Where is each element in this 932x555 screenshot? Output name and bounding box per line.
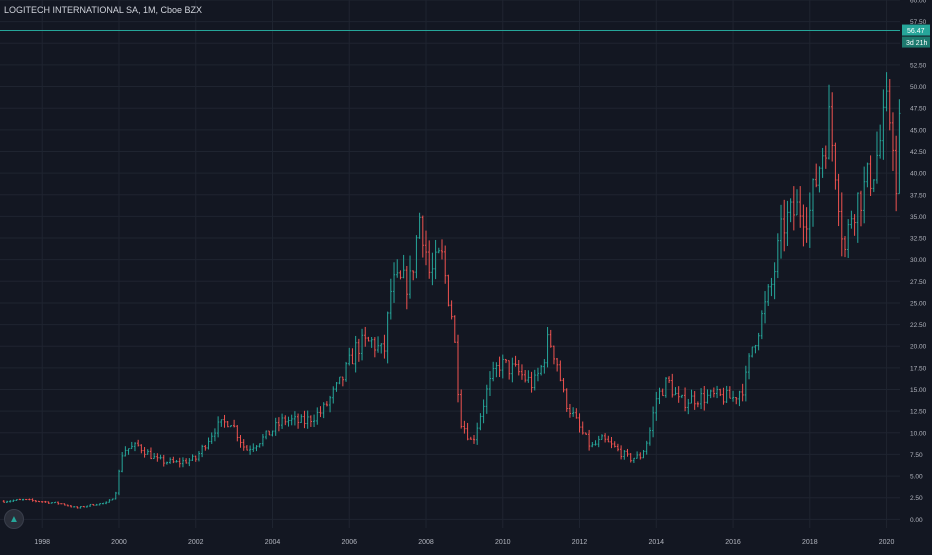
ohlc-bars [2,72,901,509]
y-tick-label: 10.00 [910,430,927,437]
x-tick-label: 2016 [725,539,741,546]
grid [0,0,900,528]
x-tick-label: 1998 [34,539,50,546]
y-tick-label: 25.00 [910,300,927,307]
y-tick-label: 60.00 [910,0,927,5]
y-tick-label: 52.50 [910,62,927,69]
y-tick-label: 45.00 [910,127,927,134]
y-tick-label: 40.00 [910,171,927,178]
x-tick-label: 2020 [879,539,895,546]
x-axis[interactable]: 1998 2000 2002 2004 2006 2008 2010 2012 2014 2016… [34,539,894,546]
y-tick-label: 12.50 [910,409,927,416]
y-tick-label: 30.00 [910,257,927,264]
y-tick-label: 57.50 [910,19,927,26]
countdown-label: 3d 21h [906,40,928,47]
x-tick-label: 2002 [188,539,204,546]
y-tick-label: 2.50 [910,495,923,502]
y-tick-label: 42.50 [910,149,927,156]
x-tick-label: 2004 [265,539,281,546]
price-tag-value: 56.47 [907,28,925,35]
x-tick-label: 2012 [572,539,588,546]
y-tick-label: 0.00 [910,517,923,524]
chart-title: LOGITECH INTERNATIONAL SA, 1M, Cboe BZX [4,5,203,15]
x-tick-label: 2014 [649,539,665,546]
countdown-box [902,36,930,48]
x-tick-label: 2008 [418,539,434,546]
y-tick-label: 17.50 [910,365,927,372]
price-tag: 56.47 3d 21h [902,24,930,48]
x-tick-label: 2000 [111,539,127,546]
y-tick-label: 32.50 [910,236,927,243]
x-tick-label: 2006 [341,539,357,546]
y-tick-label: 7.50 [910,452,923,459]
y-tick-label: 5.00 [910,474,923,481]
y-axis[interactable]: 0.00 2.50 5.00 7.50 10.00 12.50 15.00 17.50 20.0… [910,0,927,524]
y-tick-label: 15.00 [910,387,927,394]
x-tick-label: 2010 [495,539,511,546]
x-tick-label: 2018 [802,539,818,546]
y-tick-label: 35.00 [910,214,927,221]
y-tick-label: 50.00 [910,84,927,91]
tradingview-logo-icon[interactable]: ▲ [4,509,24,529]
y-tick-label: 37.50 [910,192,927,199]
y-tick-label: 20.00 [910,344,927,351]
y-tick-label: 27.50 [910,279,927,286]
y-tick-label: 22.50 [910,322,927,329]
price-tag-box [902,24,930,36]
y-tick-label: 47.50 [910,106,927,113]
